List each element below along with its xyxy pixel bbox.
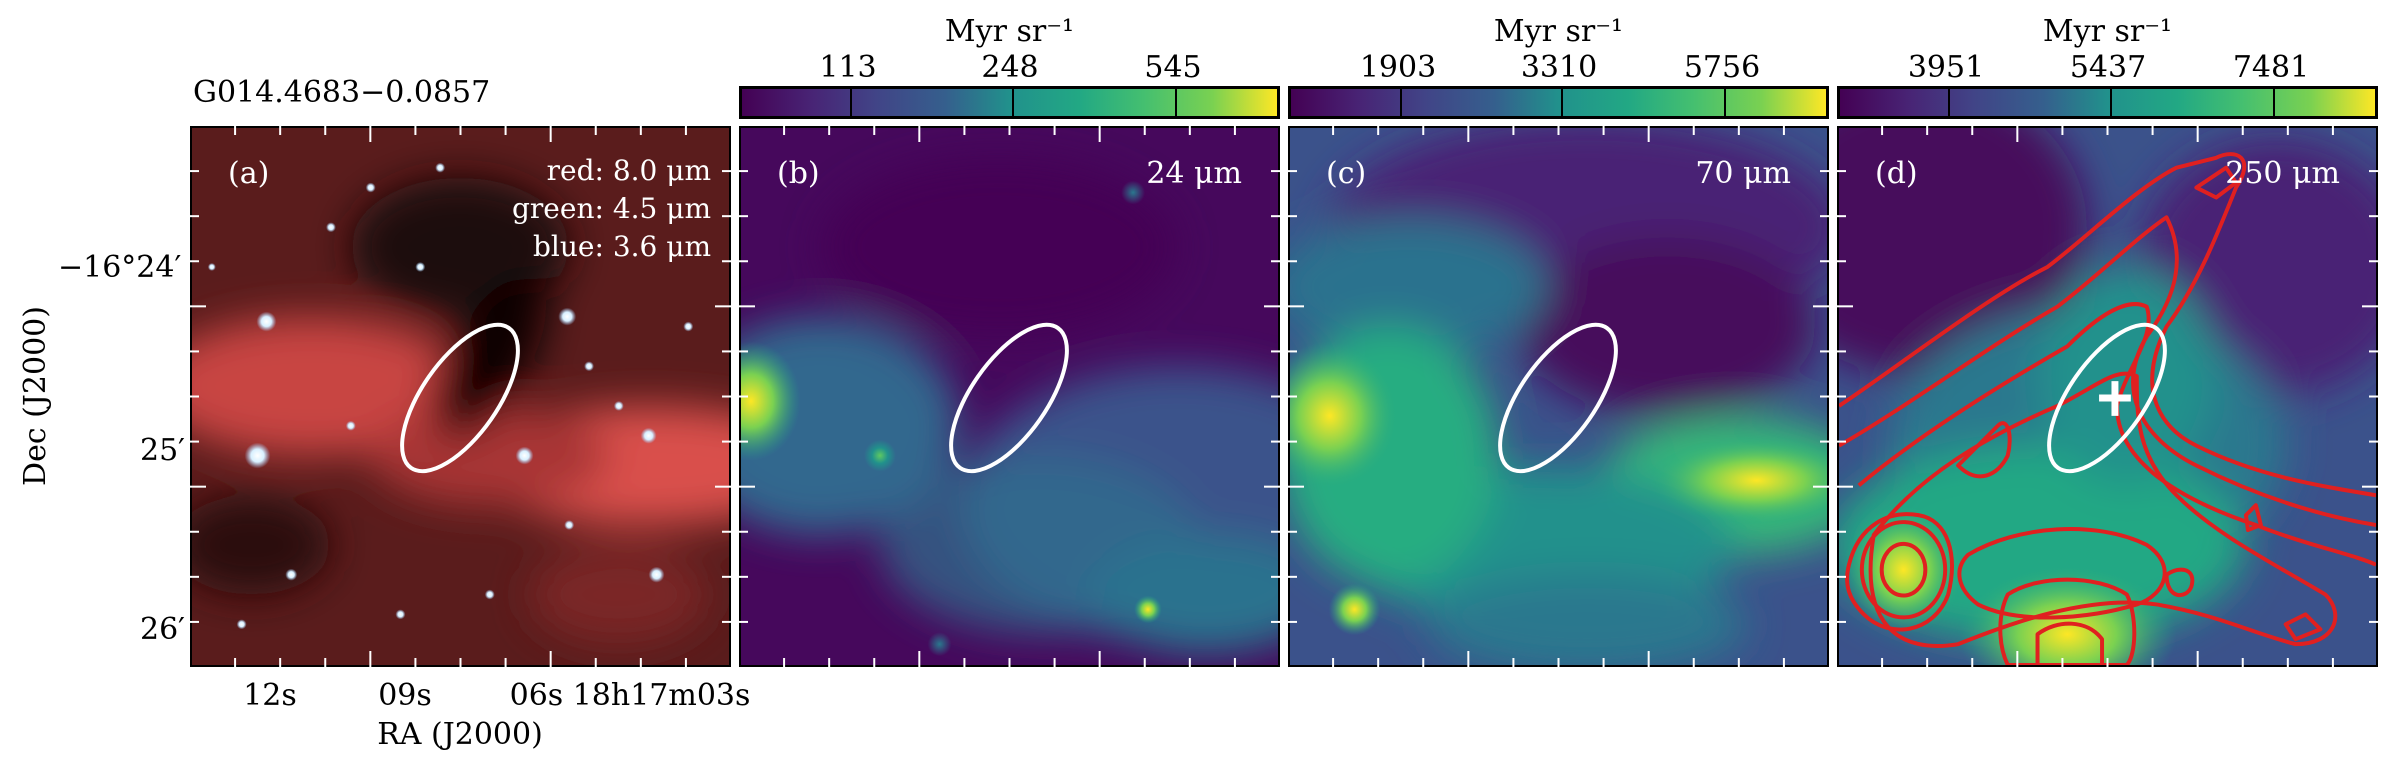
ra-tick-label: 12s xyxy=(243,678,297,713)
source-name: G014.4683−0.0857 xyxy=(193,75,491,110)
map-250um-image xyxy=(1839,128,2376,665)
panel-a-rgb-image: (a) red: 8.0 μm green: 4.5 μm blue: 3.6 … xyxy=(190,126,731,667)
panel-b-tag: (b) xyxy=(777,156,820,191)
colorbar-b-tick: 545 xyxy=(1144,50,1202,85)
x-axis-title: RA (J2000) xyxy=(377,717,543,752)
colorbar-d-tick: 3951 xyxy=(1907,50,1985,85)
panel-c-70um-map: (c) 70 μm xyxy=(1288,126,1829,667)
colorbar-d xyxy=(1837,86,2378,119)
colorbar-c-tick: 5756 xyxy=(1683,50,1761,85)
panel-b-band: 24 μm xyxy=(1146,156,1242,191)
ra-tick-label: 06s 18h17m03s xyxy=(509,678,751,713)
panel-d-250um-map: (d) 250 μm xyxy=(1837,126,2378,667)
y-axis-title: Dec (J2000) xyxy=(18,306,53,486)
panel-c-tag: (c) xyxy=(1326,156,1367,191)
legend-green: green: 4.5 μm xyxy=(512,192,711,225)
panel-c-band: 70 μm xyxy=(1695,156,1791,191)
colorbar-c xyxy=(1288,86,1829,119)
panel-b-24um-map: (b) 24 μm xyxy=(739,126,1280,667)
panel-d-tag: (d) xyxy=(1875,156,1918,191)
colorbar-c-tick: 3310 xyxy=(1520,50,1598,85)
contours xyxy=(1839,152,2376,665)
map-24um-image xyxy=(741,128,1278,665)
legend-red: red: 8.0 μm xyxy=(546,154,711,187)
rgb-composite-image xyxy=(192,128,729,665)
panel-a-tag: (a) xyxy=(228,156,270,191)
colorbar-b-tick: 248 xyxy=(981,50,1039,85)
colorbar-d-tick: 7481 xyxy=(2232,50,2310,85)
dec-tick-label: 26′ xyxy=(140,612,185,647)
aperture-ellipse xyxy=(949,322,1069,474)
colorbar-d-tick: 5437 xyxy=(2069,50,2147,85)
aperture-ellipse xyxy=(400,322,520,474)
legend-blue: blue: 3.6 μm xyxy=(533,230,711,263)
dec-tick-label: −16°24′ xyxy=(58,250,182,285)
colorbar-c-tick: 1903 xyxy=(1359,50,1437,85)
map-70um-image xyxy=(1290,128,1827,665)
aperture-ellipse xyxy=(1498,322,1618,474)
aperture-ellipse xyxy=(2047,322,2167,474)
colorbar-b xyxy=(739,86,1280,119)
panel-d-band: 250 μm xyxy=(2225,156,2340,191)
colorbar-b-unit: Myr sr⁻¹ xyxy=(944,14,1075,49)
colorbar-d-unit: Myr sr⁻¹ xyxy=(2042,14,2173,49)
colorbar-b-tick: 113 xyxy=(819,50,877,85)
dec-tick-label: 25′ xyxy=(140,433,185,468)
ra-tick-label: 09s xyxy=(378,678,432,713)
rgb-legend: red: 8.0 μm green: 4.5 μm blue: 3.6 μm xyxy=(512,152,711,266)
colorbar-c-unit: Myr sr⁻¹ xyxy=(1493,14,1624,49)
position-marker-plus xyxy=(2099,381,2131,416)
